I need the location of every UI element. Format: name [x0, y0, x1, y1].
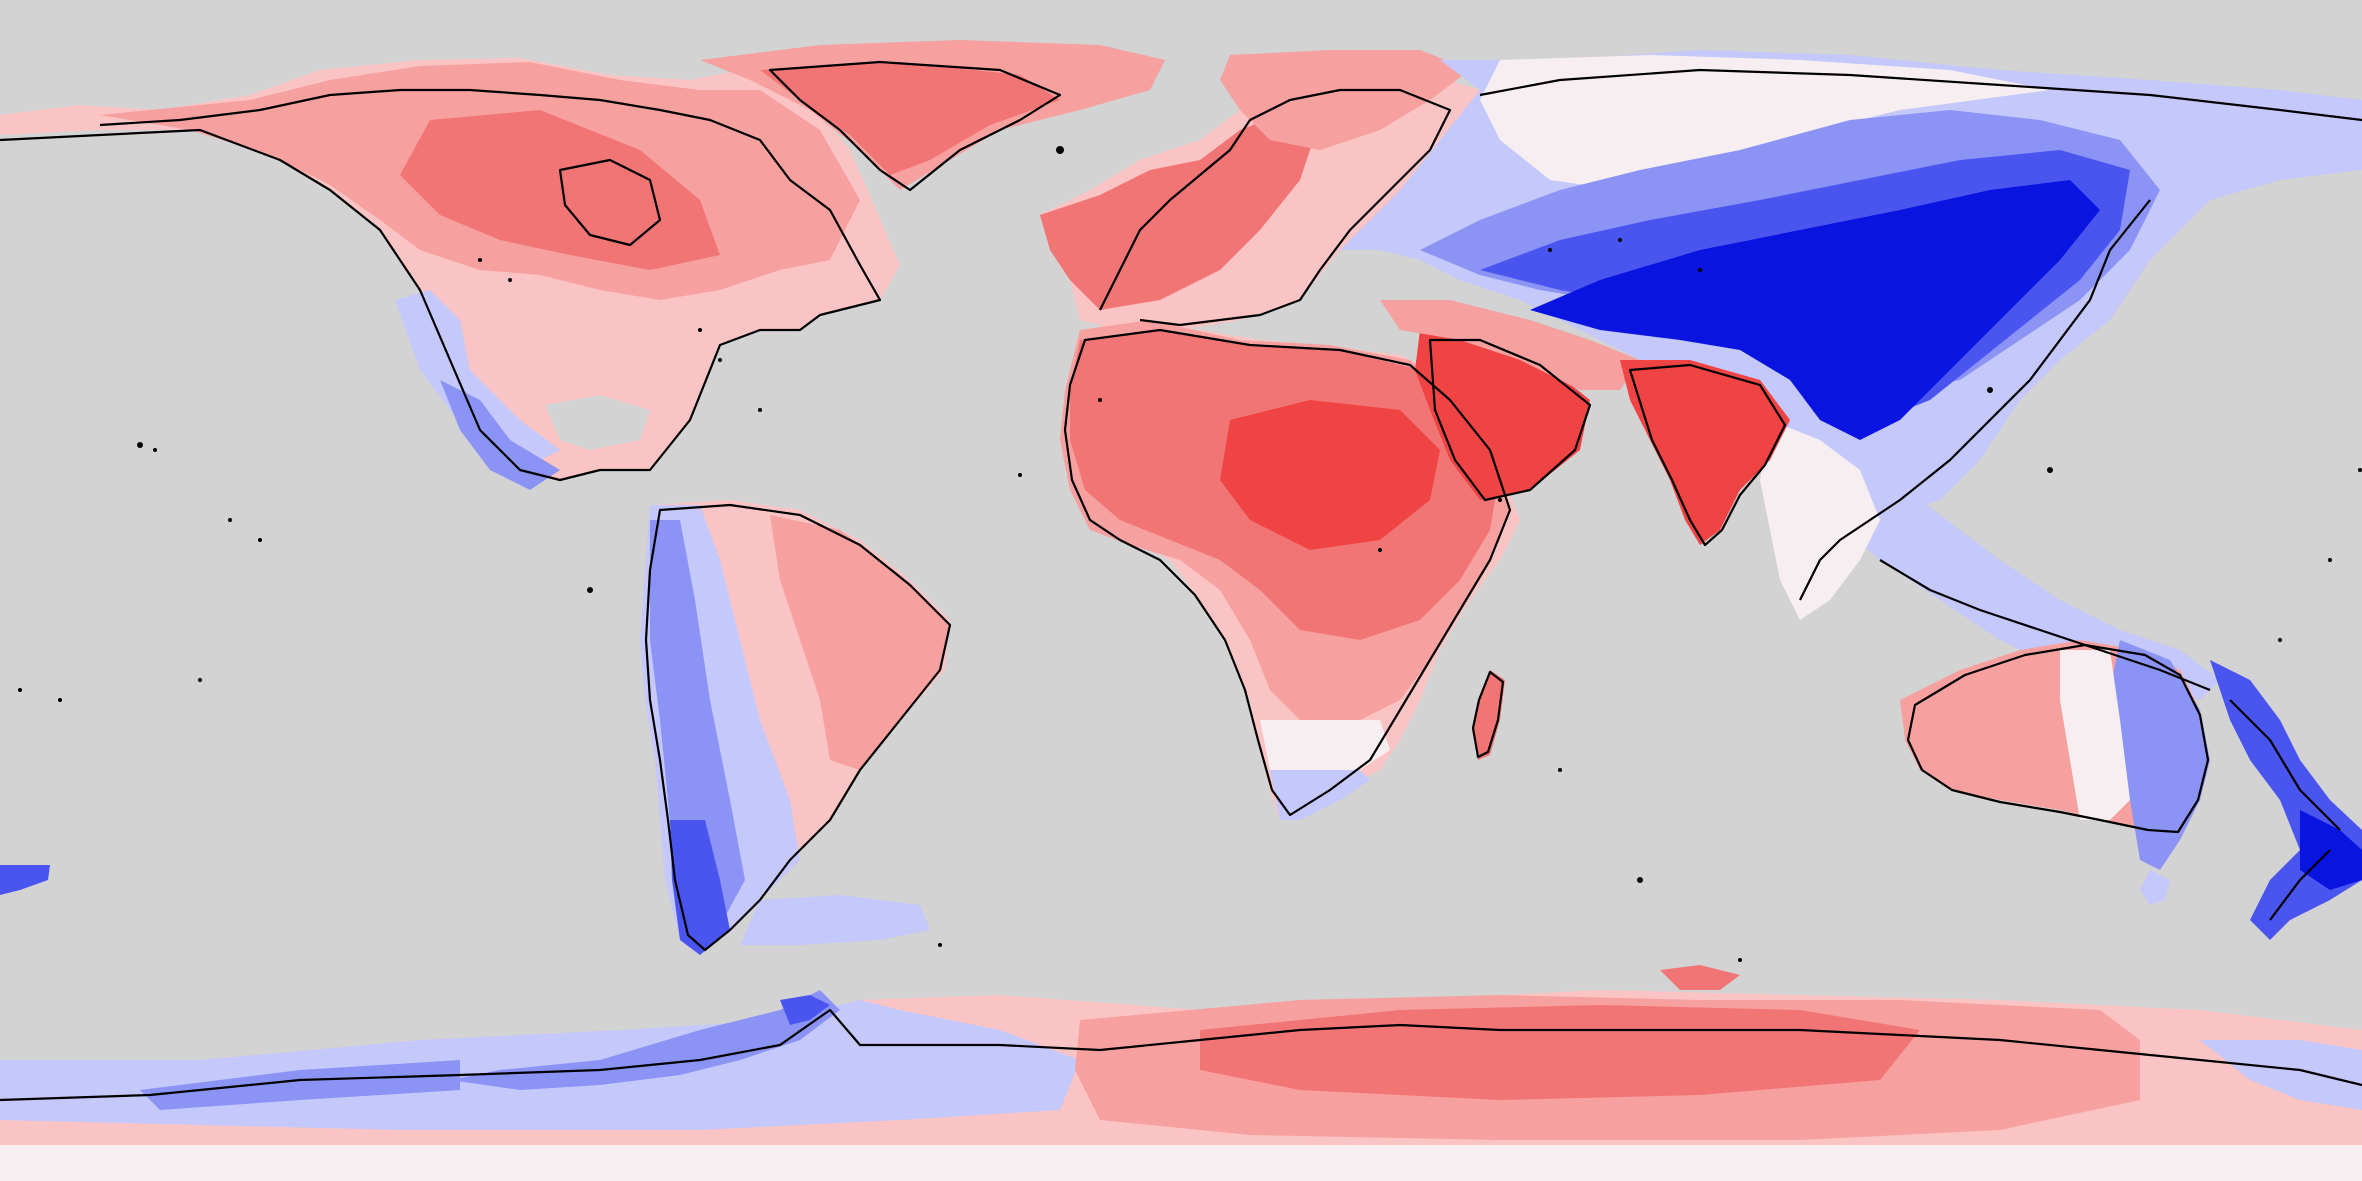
island: [1098, 398, 1102, 402]
island: [1498, 498, 1502, 502]
island: [58, 698, 62, 702]
pacific-edge-negative: [0, 865, 50, 895]
south-america-region: [640, 500, 950, 955]
coastline-arabia: [1428, 338, 1592, 502]
island: [2047, 467, 2053, 473]
island: [508, 278, 512, 282]
east-antarctica-core: [1200, 1005, 1920, 1100]
antarctica-region: [0, 965, 2362, 1181]
south-america-east-positive: [770, 515, 950, 770]
east-antarctica-edge-negative: [2200, 1040, 2362, 1110]
island: [2278, 638, 2282, 642]
island: [1698, 268, 1702, 272]
island: [1738, 958, 1742, 962]
island: [1378, 548, 1382, 552]
island: [758, 408, 762, 412]
middle-east-positive: [1380, 300, 1640, 390]
island: [137, 442, 143, 448]
south-georgia-spot: [1660, 965, 1740, 990]
island: [938, 943, 942, 947]
africa-mideast-region: [1060, 300, 1790, 820]
asia-region: [1340, 50, 2362, 700]
island: [2328, 558, 2332, 562]
scandinavia-positive: [1220, 50, 1470, 150]
china-strong-negative: [1530, 180, 2100, 440]
coastline-greenland: [768, 60, 1062, 192]
australia-center-neutral: [2060, 650, 2130, 820]
antarctica-bottom-neutral: [0, 1145, 2362, 1181]
coastline-africa: [1063, 328, 1512, 817]
indochina-light: [1760, 420, 1880, 620]
coastline-madagascar: [1471, 670, 1505, 759]
southeast-asia-negative: [1780, 430, 2220, 700]
island: [153, 448, 157, 452]
south-africa-neutral: [1260, 720, 1390, 770]
siberia-light: [1480, 55, 2050, 190]
island: [2358, 468, 2362, 472]
europe-region: [1040, 50, 1480, 330]
coastline-southeast-asia: [1879, 559, 2211, 692]
coastline-antarctica: [0, 1008, 2362, 1102]
canada-core: [400, 110, 720, 270]
west-europe-positive: [1040, 110, 1320, 310]
sahara-strong-positive: [1220, 400, 1440, 550]
south-africa-light: [1270, 760, 1370, 820]
island: [698, 328, 702, 332]
island: [1987, 387, 1993, 393]
coastline-north-america: [0, 88, 882, 482]
coastlines: [0, 60, 2362, 1102]
north-america-region: [0, 58, 900, 490]
us-west-negative: [395, 290, 560, 470]
coastline-australia: [1906, 643, 2210, 834]
madagascar: [1472, 670, 1505, 760]
coastline-india: [1628, 363, 1787, 547]
island: [587, 587, 593, 593]
new-zealand-strong: [2300, 810, 2362, 890]
island: [1618, 238, 1622, 242]
tasmania-negative: [2140, 870, 2170, 905]
west-antarctica-band: [140, 1060, 460, 1110]
island: [1548, 248, 1552, 252]
peninsula-strong: [780, 995, 830, 1025]
island: [478, 258, 482, 262]
greenland-core: [760, 62, 1060, 175]
australia-east-negative: [2110, 640, 2210, 870]
island: [198, 678, 202, 682]
coastline-new-zealand: [2229, 699, 2341, 921]
gulf-water: [545, 395, 650, 450]
coastline-europe: [1099, 88, 1452, 327]
south-tip-light: [740, 895, 930, 945]
island: [1637, 877, 1643, 883]
island: [258, 538, 262, 542]
greenland-region: [700, 40, 1165, 190]
island: [228, 518, 232, 522]
india-strong-positive: [1620, 360, 1790, 545]
coastline-south-america: [644, 503, 952, 952]
island: [1018, 473, 1022, 477]
island-speckles: [18, 146, 2362, 962]
island: [718, 358, 722, 362]
island: [18, 688, 22, 692]
coastline-asia: [1479, 68, 2362, 601]
island: [1056, 146, 1064, 154]
oceania-region: [0, 640, 2362, 940]
coastline-hudson-bay: [558, 158, 662, 247]
island: [1558, 768, 1562, 772]
